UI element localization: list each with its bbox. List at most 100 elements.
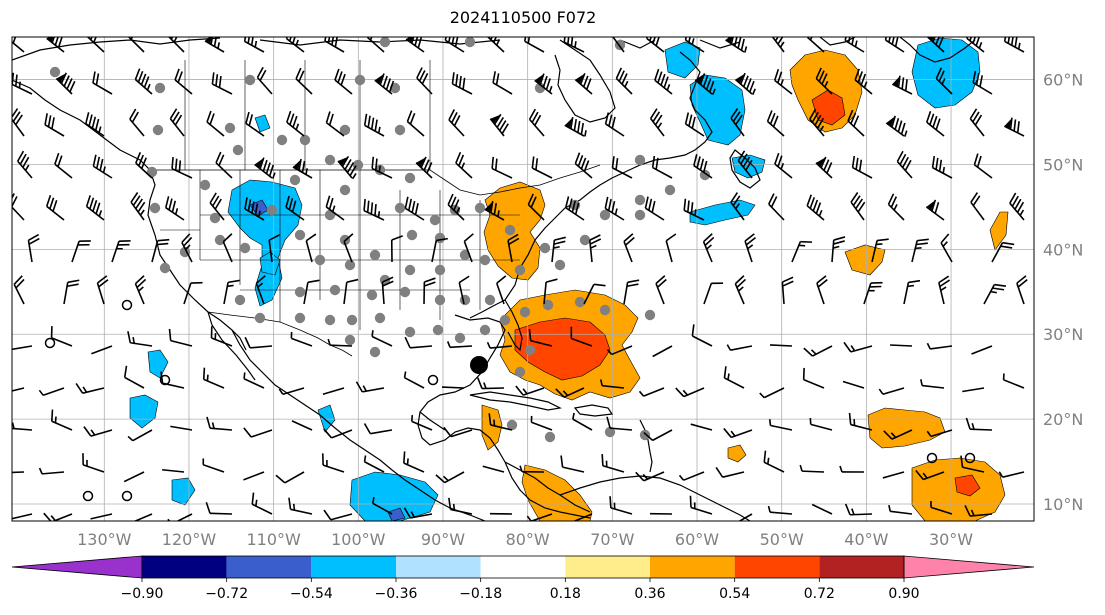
calm-wind-circles — [44, 299, 976, 502]
lat-tick-label: 10°N — [1043, 495, 1083, 514]
negative-region-mexico-2 — [317, 404, 336, 433]
station-dot — [634, 154, 646, 166]
station-dot — [152, 124, 164, 136]
station-dot — [149, 202, 161, 214]
wind-barb — [488, 413, 513, 431]
wind-barb — [486, 341, 513, 349]
wind-barb — [920, 379, 945, 389]
wind-barb — [903, 279, 921, 305]
wind-barb — [363, 455, 385, 473]
wind-barb — [734, 275, 747, 305]
station-dot — [244, 74, 256, 86]
wind-barb — [767, 505, 793, 515]
wind-barb — [343, 278, 359, 305]
station-dot — [539, 242, 551, 254]
wind-barb — [969, 108, 985, 137]
wind-barb — [744, 233, 757, 263]
station-dot — [464, 37, 476, 48]
wind-barb — [966, 37, 985, 53]
station-dot — [324, 314, 336, 326]
wind-barb — [638, 387, 665, 397]
wind-barb — [551, 236, 566, 263]
wind-barb — [169, 108, 185, 137]
wind-barb — [322, 387, 345, 396]
wind-barb — [883, 429, 913, 440]
wind-barb — [244, 336, 273, 349]
station-dot — [289, 174, 301, 186]
wind-barb — [684, 112, 705, 137]
wind-barb — [390, 235, 403, 263]
station-dot — [404, 264, 416, 276]
wind-barb — [129, 108, 145, 137]
wind-barb — [123, 365, 145, 389]
wind-barb — [527, 193, 545, 221]
wind-barb — [209, 192, 225, 221]
station-dot — [379, 37, 391, 48]
wind-barb — [127, 331, 153, 347]
wind-barb — [684, 37, 705, 53]
wind-barb — [694, 73, 716, 95]
wind-barb — [643, 429, 673, 442]
wind-barb — [492, 71, 513, 95]
wind-barb — [167, 513, 193, 521]
lon-tick-label: 50°W — [760, 530, 804, 549]
wind-barb — [44, 113, 65, 137]
wind-barb — [848, 412, 873, 431]
wind-barb — [844, 37, 865, 53]
colorbar-tick-label: 0.90 — [888, 586, 919, 602]
wind-barb — [768, 193, 785, 221]
wind-barb — [570, 326, 593, 347]
wind-barb — [171, 156, 193, 179]
wind-barb — [111, 240, 131, 263]
latitude-labels: 60°N 50°N 40°N 30°N 20°N 10°N — [1043, 71, 1083, 514]
station-dot — [366, 289, 378, 301]
wind-barb — [45, 195, 65, 221]
wind-barb — [371, 156, 393, 179]
station-dot — [294, 286, 306, 298]
coastline-cuba — [469, 391, 562, 411]
calm-circle — [82, 490, 94, 502]
colorbar-segment — [819, 556, 904, 578]
wind-barb — [926, 342, 953, 350]
station-dot — [374, 312, 386, 324]
wind-barb — [371, 330, 393, 347]
wind-barb — [363, 198, 385, 221]
lon-tick-label: 90°W — [421, 530, 465, 549]
wind-barb — [441, 386, 465, 389]
wind-barb — [363, 423, 393, 435]
wind-barb — [423, 277, 436, 305]
wind-barb — [223, 279, 240, 305]
wind-barb — [938, 275, 951, 305]
colorbar-tick-label: 0.18 — [550, 586, 581, 602]
wind-barb — [91, 345, 113, 355]
wind-barb — [560, 455, 585, 473]
wind-barb — [82, 453, 105, 473]
wind-barb — [243, 372, 265, 389]
lat-tick-label: 30°N — [1043, 325, 1083, 344]
wind-barb — [181, 233, 193, 263]
negative-region-mexico — [349, 471, 439, 521]
station-dot — [542, 299, 554, 311]
wind-barb — [851, 155, 873, 179]
station-dot — [232, 144, 244, 156]
wind-barb — [404, 336, 433, 349]
wind-barb — [850, 192, 866, 221]
negative-region-rockies — [227, 179, 303, 307]
station-dot — [484, 294, 496, 306]
wind-barb — [725, 37, 748, 53]
calm-circle — [926, 452, 938, 464]
wind-barb — [690, 423, 713, 431]
wind-barb — [839, 465, 865, 473]
wind-barb — [888, 504, 913, 515]
map-title: 2024110500 F072 — [449, 8, 597, 27]
lon-tick-label: 120°W — [162, 530, 217, 549]
wind-barb — [1002, 373, 1025, 389]
station-dot — [432, 324, 444, 336]
wind-barb — [831, 236, 846, 263]
station-dot — [209, 212, 221, 224]
colorbar-tick-label: 0.72 — [804, 586, 835, 602]
station-dot — [224, 122, 236, 134]
wind-barb — [12, 513, 33, 520]
wind-barb — [85, 112, 105, 137]
station-dot — [214, 234, 226, 246]
